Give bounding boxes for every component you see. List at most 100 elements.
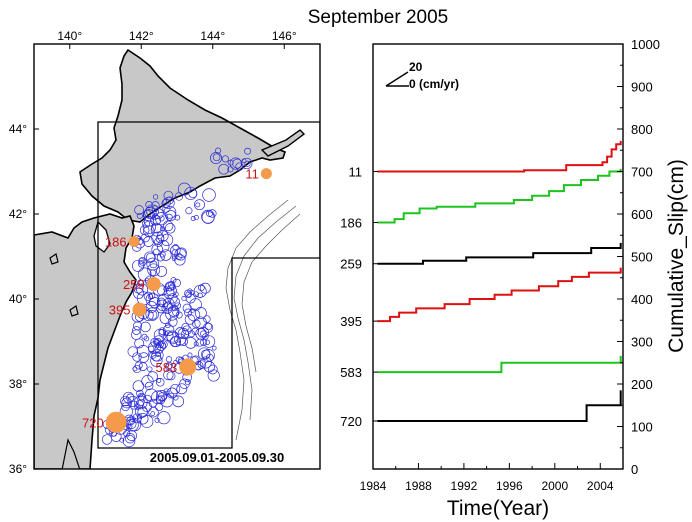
event-circle bbox=[157, 411, 171, 425]
event-circle bbox=[200, 330, 207, 338]
event-circle bbox=[167, 280, 176, 289]
event-circle bbox=[122, 391, 135, 404]
event-circle bbox=[212, 153, 221, 162]
event-circle bbox=[176, 383, 188, 395]
series-line-720 bbox=[377, 390, 622, 422]
y-tick-label: 900 bbox=[631, 80, 653, 95]
event-circle bbox=[198, 284, 205, 291]
event-circle bbox=[137, 407, 148, 418]
y-tick-label: 1000 bbox=[631, 37, 660, 52]
event-circle bbox=[184, 379, 191, 386]
event-circle bbox=[177, 327, 190, 340]
y-axis-ticks: 0 100 200 300 400 500 600 700 800 900 1000 bbox=[617, 37, 660, 477]
event-circle bbox=[170, 277, 177, 284]
event-circle bbox=[170, 336, 181, 347]
event-circle bbox=[166, 387, 178, 399]
event-circle bbox=[208, 209, 217, 218]
event-circle bbox=[195, 202, 201, 208]
event-circle bbox=[163, 331, 169, 337]
event-circle bbox=[136, 345, 150, 358]
event-circle bbox=[162, 297, 175, 310]
event-circle bbox=[145, 252, 156, 263]
event-circle bbox=[175, 311, 183, 319]
event-circle bbox=[156, 303, 166, 314]
event-circle bbox=[203, 315, 211, 323]
event-circle bbox=[185, 291, 192, 298]
earthquake-events bbox=[101, 147, 253, 448]
event-circle bbox=[181, 296, 187, 302]
y-tick-label: 0 bbox=[631, 462, 638, 477]
event-circle bbox=[121, 402, 130, 411]
event-circle bbox=[197, 292, 203, 298]
event-circle bbox=[136, 412, 149, 425]
event-circle bbox=[204, 339, 211, 345]
y-tick-label: 400 bbox=[631, 292, 653, 307]
event-circle bbox=[147, 263, 161, 277]
event-circle bbox=[144, 251, 156, 264]
series-line-259 bbox=[377, 242, 622, 265]
y-tick-label: 200 bbox=[631, 377, 653, 392]
event-circle bbox=[127, 395, 139, 408]
event-circle bbox=[148, 292, 156, 299]
event-circle bbox=[150, 214, 162, 226]
station-label-left: 583 bbox=[340, 365, 362, 380]
event-circle bbox=[151, 351, 162, 362]
island-1 bbox=[49, 253, 59, 265]
event-circle bbox=[241, 158, 247, 164]
event-circle bbox=[133, 321, 143, 331]
event-circle bbox=[136, 283, 149, 296]
event-circle bbox=[132, 259, 145, 272]
event-circle bbox=[154, 237, 163, 247]
event-circle bbox=[132, 326, 141, 335]
figure-title: September 2005 bbox=[308, 7, 449, 28]
event-circle bbox=[215, 147, 222, 154]
event-circle bbox=[181, 322, 190, 332]
event-circle bbox=[143, 236, 154, 247]
event-circle bbox=[173, 291, 179, 298]
event-circle bbox=[218, 163, 230, 175]
event-circle bbox=[227, 166, 234, 173]
scale-value-label: 20 bbox=[409, 60, 423, 74]
lon-tick-label: 144° bbox=[200, 29, 225, 43]
event-circle bbox=[185, 207, 193, 215]
event-circle bbox=[221, 155, 229, 163]
event-circle bbox=[155, 390, 168, 402]
event-circle bbox=[156, 377, 162, 383]
event-circle bbox=[133, 283, 144, 294]
station-label-left: 720 bbox=[340, 414, 362, 429]
station-marker bbox=[146, 277, 161, 292]
event-circle bbox=[164, 322, 171, 329]
event-circle bbox=[174, 302, 181, 309]
event-circle bbox=[142, 209, 155, 222]
event-circle bbox=[134, 403, 141, 410]
event-circle bbox=[189, 289, 195, 296]
event-circle bbox=[144, 381, 154, 391]
lat-tick-label: 36° bbox=[9, 462, 27, 476]
event-circle bbox=[184, 308, 193, 317]
event-circle bbox=[179, 378, 190, 389]
event-circle bbox=[143, 335, 150, 342]
event-circle bbox=[202, 335, 216, 348]
event-circle bbox=[121, 397, 133, 409]
event-circle bbox=[134, 361, 143, 370]
event-circle bbox=[207, 364, 218, 375]
event-circle bbox=[154, 417, 160, 423]
event-circle bbox=[133, 287, 145, 299]
event-circle bbox=[207, 369, 220, 382]
event-circle bbox=[165, 285, 177, 297]
event-circle bbox=[163, 369, 174, 381]
event-circle bbox=[138, 257, 147, 266]
longitude-ticks: 140° 142° 144° 146° bbox=[57, 29, 297, 49]
event-circle bbox=[205, 353, 214, 362]
lat-tick-label: 40° bbox=[9, 292, 27, 306]
station-marker bbox=[105, 411, 127, 433]
slip-series bbox=[373, 140, 622, 422]
station-marker bbox=[179, 358, 197, 376]
event-circle bbox=[174, 254, 186, 266]
latitude-ticks: 44° 42° 40° 38° 36° bbox=[9, 122, 39, 476]
study-area-boundary bbox=[97, 121, 320, 449]
map-frame bbox=[33, 43, 321, 470]
event-circle bbox=[153, 338, 160, 346]
station-label: 11 bbox=[245, 167, 259, 182]
event-circle bbox=[193, 215, 199, 221]
